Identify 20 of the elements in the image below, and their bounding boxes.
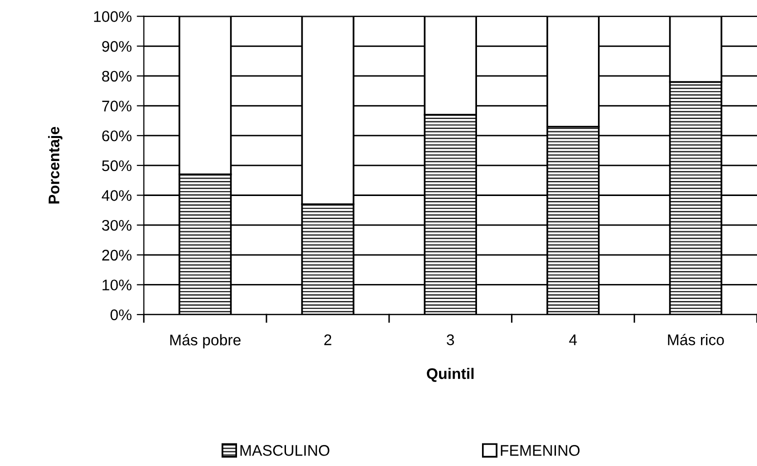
y-tick-label: 100% bbox=[94, 11, 132, 22]
y-tick-label: 80% bbox=[102, 70, 132, 82]
y-tick-label: 20% bbox=[102, 250, 132, 261]
y-tick-label: 0% bbox=[110, 309, 132, 320]
y-tick-label: 60% bbox=[102, 130, 132, 142]
x-tick-label: Más rico bbox=[668, 334, 724, 346]
x-tick-label: Más pobre bbox=[170, 334, 241, 348]
legend-label: MASCULINO bbox=[240, 445, 330, 456]
x-tick-label: 2 bbox=[324, 334, 332, 346]
y-tick-label: 40% bbox=[102, 190, 132, 201]
legend-label: FEMENINO bbox=[500, 445, 580, 456]
y-tick-label: 70% bbox=[102, 100, 132, 112]
x-tick-label: 3 bbox=[446, 334, 454, 346]
x-axis-title: Quintil bbox=[426, 368, 474, 382]
x-tick-label: 4 bbox=[569, 334, 577, 346]
y-tick-label: 10% bbox=[102, 280, 132, 290]
y-tick-label: 90% bbox=[102, 41, 132, 52]
y-tick-label: 30% bbox=[102, 220, 132, 231]
y-tick-label: 50% bbox=[102, 160, 132, 172]
y-axis-title: Porcentaje bbox=[48, 126, 62, 204]
